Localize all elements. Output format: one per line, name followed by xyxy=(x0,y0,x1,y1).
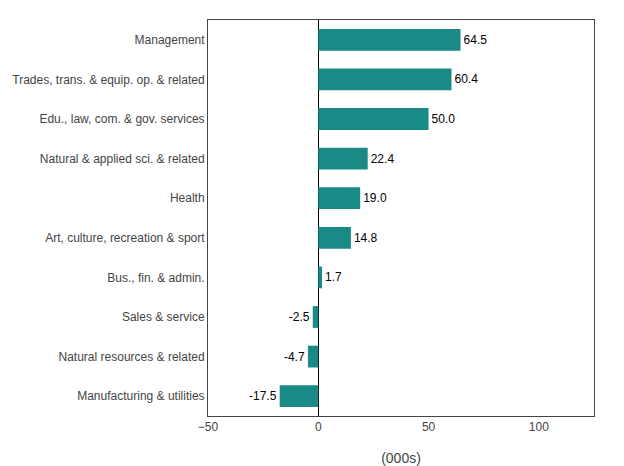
svg-text:−50: −50 xyxy=(198,420,219,434)
svg-text:22.4: 22.4 xyxy=(371,152,395,166)
svg-text:50: 50 xyxy=(422,420,436,434)
svg-text:60.4: 60.4 xyxy=(455,72,479,86)
svg-text:(000s): (000s) xyxy=(381,450,421,466)
svg-text:50.0: 50.0 xyxy=(432,112,456,126)
svg-text:Natural & applied sci. & relat: Natural & applied sci. & related xyxy=(40,152,205,166)
svg-text:19.0: 19.0 xyxy=(363,191,387,205)
svg-text:Sales & service: Sales & service xyxy=(122,310,205,324)
svg-text:14.8: 14.8 xyxy=(354,231,378,245)
svg-text:100: 100 xyxy=(529,420,549,434)
svg-text:1.7: 1.7 xyxy=(325,270,342,284)
svg-text:-4.7: -4.7 xyxy=(284,350,305,364)
svg-text:-17.5: -17.5 xyxy=(249,389,277,403)
svg-text:Trades, trans. & equip. op. &: Trades, trans. & equip. op. & related xyxy=(12,73,204,87)
svg-text:64.5: 64.5 xyxy=(464,33,488,47)
svg-text:Art, culture, recreation & spo: Art, culture, recreation & sport xyxy=(45,231,205,245)
svg-text:Bus., fin. & admin.: Bus., fin. & admin. xyxy=(107,271,204,285)
svg-text:Management: Management xyxy=(135,33,206,47)
svg-text:Natural resources & related: Natural resources & related xyxy=(59,350,205,364)
svg-text:Health: Health xyxy=(170,191,205,205)
svg-text:0: 0 xyxy=(315,420,322,434)
svg-text:-2.5: -2.5 xyxy=(289,310,310,324)
svg-text:Edu., law, com. & gov. service: Edu., law, com. & gov. services xyxy=(39,112,204,126)
svg-text:Manufacturing & utilities: Manufacturing & utilities xyxy=(77,389,204,403)
